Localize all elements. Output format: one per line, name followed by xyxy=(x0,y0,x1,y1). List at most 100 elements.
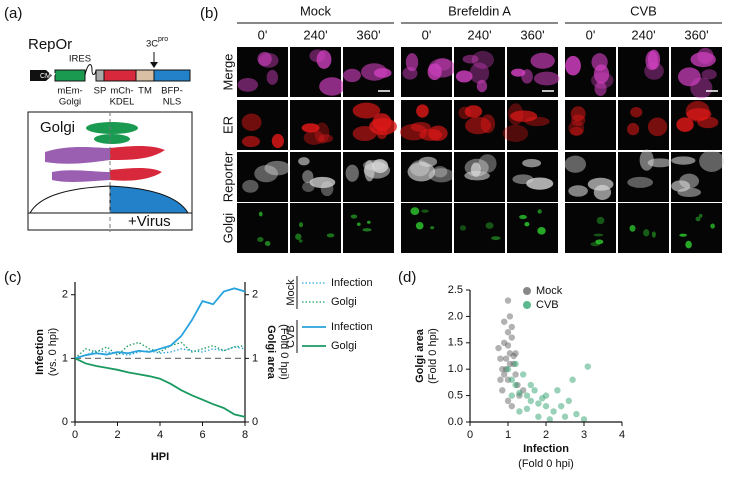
cell xyxy=(697,116,719,129)
segment-label: mCh- xyxy=(110,86,133,97)
cell xyxy=(428,125,448,141)
point xyxy=(506,360,514,368)
cell xyxy=(371,159,389,173)
cell xyxy=(362,228,372,232)
segment-label: SP xyxy=(94,86,107,97)
point xyxy=(497,376,504,383)
golgi-stack xyxy=(86,122,138,134)
point xyxy=(523,405,531,412)
y-tick-label: 1 xyxy=(62,352,68,364)
segment xyxy=(95,69,105,82)
cell xyxy=(570,106,586,122)
er-sheet xyxy=(45,147,110,164)
cell xyxy=(350,214,358,219)
point xyxy=(542,392,550,399)
nucleus xyxy=(29,185,111,214)
cell xyxy=(237,78,259,92)
point xyxy=(546,416,553,423)
micrograph xyxy=(401,203,452,253)
cell xyxy=(407,162,436,182)
cell xyxy=(295,233,302,240)
cell xyxy=(502,124,529,142)
y-tick-label: 0.0 xyxy=(448,416,463,428)
point xyxy=(510,352,517,360)
x-tick-label: 8 xyxy=(242,429,248,441)
point xyxy=(512,371,519,378)
time-label: 0' xyxy=(258,27,268,42)
cell xyxy=(309,176,336,189)
cell xyxy=(465,116,492,135)
point xyxy=(516,389,523,397)
x-axis-label: (Fold 0 hpi) xyxy=(518,458,574,470)
condition-label: Brefeldin A xyxy=(448,3,511,18)
point xyxy=(508,376,515,383)
time-label: 240' xyxy=(303,27,327,42)
cell xyxy=(570,126,584,136)
point xyxy=(502,355,510,362)
cell xyxy=(428,58,456,78)
micrograph xyxy=(507,203,558,253)
micrograph xyxy=(671,203,722,253)
point xyxy=(569,376,576,383)
cell xyxy=(511,68,526,77)
cell xyxy=(361,63,388,81)
legend-marker xyxy=(523,287,531,295)
point xyxy=(504,376,512,383)
point xyxy=(510,360,517,368)
x-tick-label: 0 xyxy=(467,429,473,441)
cell xyxy=(376,125,388,140)
cell xyxy=(698,213,703,218)
y-tick-label: 0 xyxy=(62,416,68,428)
point xyxy=(504,297,512,304)
x-tick-label: 6 xyxy=(199,429,205,441)
point xyxy=(506,350,514,357)
cell xyxy=(352,102,381,119)
cell xyxy=(462,54,479,64)
segment xyxy=(135,69,155,82)
panel-label: (c) xyxy=(4,269,22,286)
panel-label: (a) xyxy=(4,5,22,22)
cell xyxy=(320,181,334,197)
cell xyxy=(594,81,607,96)
point xyxy=(539,395,546,402)
cell xyxy=(530,52,555,69)
x-tick-label: 2 xyxy=(114,429,120,441)
nucleus xyxy=(109,185,189,214)
point xyxy=(508,334,515,341)
series-line xyxy=(74,357,246,418)
cell xyxy=(627,122,640,136)
cell xyxy=(537,227,546,235)
er-sheet xyxy=(52,170,110,183)
cell xyxy=(671,156,696,165)
point xyxy=(504,397,512,405)
point xyxy=(504,329,512,336)
cell xyxy=(318,134,334,143)
segment-label: KDEL xyxy=(110,97,135,108)
cell xyxy=(309,49,326,63)
point xyxy=(499,366,506,373)
cell xyxy=(699,150,725,172)
point xyxy=(531,387,538,394)
cell xyxy=(316,50,332,69)
cell xyxy=(421,209,429,213)
cell xyxy=(459,225,467,231)
cell xyxy=(685,100,710,122)
cell xyxy=(264,241,271,246)
micrograph xyxy=(290,152,341,202)
cell xyxy=(410,160,430,177)
series-line xyxy=(74,346,246,359)
segment-label: mEm- xyxy=(57,86,82,97)
micrograph xyxy=(237,152,288,202)
cell xyxy=(564,155,587,173)
cell xyxy=(676,117,694,132)
y-tick-label: 1.0 xyxy=(448,363,463,375)
protease-superscript: pro xyxy=(158,36,168,43)
cell xyxy=(690,52,716,68)
channel-label: Golgi xyxy=(220,213,235,243)
point xyxy=(573,410,580,418)
cell xyxy=(485,222,494,229)
construct xyxy=(30,52,191,82)
organelle-label: Golgi xyxy=(40,119,75,136)
